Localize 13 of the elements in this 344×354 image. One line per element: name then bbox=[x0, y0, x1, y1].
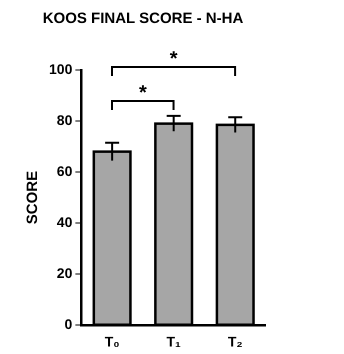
annotation: * bbox=[139, 82, 148, 104]
x-tick-label: T₂ bbox=[228, 333, 243, 350]
y-tick-label: 80 bbox=[56, 112, 73, 128]
y-tick-label: 60 bbox=[56, 162, 73, 179]
y-tick-label: 0 bbox=[64, 316, 73, 332]
y-tick-label: 40 bbox=[56, 214, 73, 230]
x-tick-label: T₀ bbox=[104, 333, 120, 350]
x-tick-label: T₁ bbox=[166, 333, 182, 350]
y-axis-title: SCORE bbox=[24, 170, 42, 224]
chart-title: KOOS FINAL SCORE - N-HA bbox=[42, 10, 244, 28]
y-tick-label: 20 bbox=[56, 265, 73, 282]
y-tick-label: 100 bbox=[49, 60, 73, 77]
text: * bbox=[170, 48, 178, 70]
